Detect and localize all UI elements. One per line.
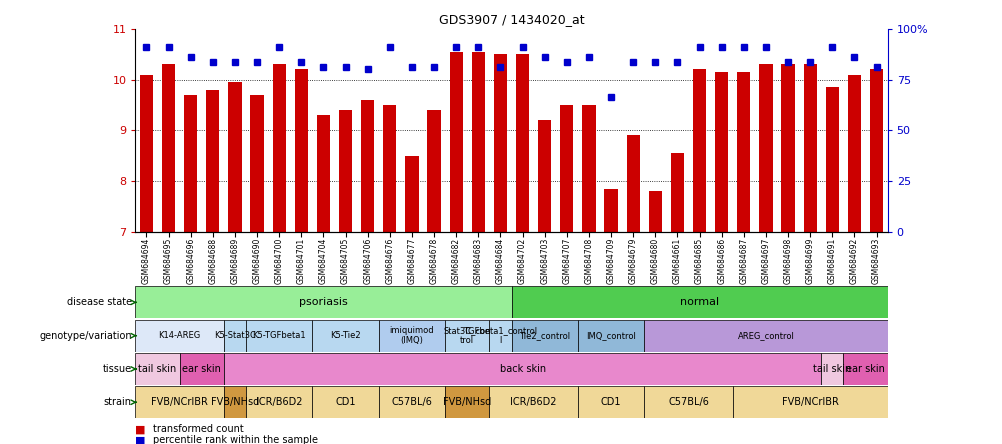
- Text: CD1: CD1: [335, 397, 356, 407]
- Text: ■: ■: [135, 424, 145, 434]
- Bar: [379, 320, 445, 352]
- Text: ■: ■: [135, 436, 145, 444]
- Bar: [317, 115, 330, 232]
- Text: back skin: back skin: [499, 364, 545, 374]
- Bar: [692, 69, 705, 232]
- Text: C57BL/6: C57BL/6: [667, 397, 708, 407]
- Text: K5-TGFbeta1: K5-TGFbeta1: [253, 331, 306, 340]
- Text: imiquimod
(IMQ): imiquimod (IMQ): [389, 326, 434, 345]
- Bar: [759, 64, 772, 232]
- Bar: [250, 95, 264, 232]
- Bar: [825, 87, 838, 232]
- Text: K14-AREG: K14-AREG: [158, 331, 200, 340]
- Bar: [493, 54, 507, 232]
- Bar: [821, 353, 843, 385]
- Bar: [626, 135, 639, 232]
- Bar: [383, 105, 396, 232]
- Text: AREG_control: AREG_control: [736, 331, 794, 340]
- Text: ICR/B6D2: ICR/B6D2: [256, 397, 303, 407]
- Bar: [223, 386, 245, 418]
- Text: tail skin: tail skin: [138, 364, 176, 374]
- Text: ear skin: ear skin: [846, 364, 884, 374]
- Bar: [511, 286, 887, 318]
- Bar: [732, 386, 887, 418]
- Bar: [577, 386, 643, 418]
- Bar: [179, 353, 223, 385]
- Bar: [379, 386, 445, 418]
- Bar: [643, 320, 887, 352]
- Bar: [489, 386, 577, 418]
- Text: ear skin: ear skin: [182, 364, 221, 374]
- Bar: [445, 320, 489, 352]
- Bar: [670, 153, 683, 232]
- Bar: [714, 72, 727, 232]
- Bar: [560, 105, 573, 232]
- Text: K5-Stat3C: K5-Stat3C: [213, 331, 256, 340]
- Bar: [843, 353, 887, 385]
- Text: FVB/NHsd: FVB/NHsd: [210, 397, 259, 407]
- Text: TGFbeta1_control
l: TGFbeta1_control l: [463, 326, 537, 345]
- Bar: [295, 69, 308, 232]
- Bar: [537, 120, 551, 232]
- Bar: [206, 90, 219, 232]
- Bar: [427, 110, 440, 232]
- Bar: [361, 100, 374, 232]
- Text: psoriasis: psoriasis: [299, 297, 348, 307]
- Bar: [312, 320, 379, 352]
- Text: transformed count: transformed count: [153, 424, 243, 434]
- Text: genotype/variation: genotype/variation: [39, 331, 131, 341]
- Bar: [604, 189, 617, 232]
- Text: FVB/NHsd: FVB/NHsd: [443, 397, 491, 407]
- Text: tissue: tissue: [102, 364, 131, 374]
- Bar: [184, 95, 197, 232]
- Text: strain: strain: [103, 397, 131, 407]
- Bar: [228, 82, 241, 232]
- Text: normal: normal: [679, 297, 718, 307]
- Bar: [223, 320, 245, 352]
- Bar: [515, 54, 529, 232]
- Bar: [736, 72, 749, 232]
- Bar: [847, 75, 861, 232]
- Text: Stat3C_con
trol: Stat3C_con trol: [443, 326, 491, 345]
- Bar: [643, 386, 732, 418]
- Bar: [405, 156, 418, 232]
- Bar: [445, 386, 489, 418]
- Text: Tie2_control: Tie2_control: [519, 331, 570, 340]
- Bar: [139, 75, 153, 232]
- Bar: [135, 320, 223, 352]
- Bar: [803, 64, 816, 232]
- Bar: [781, 64, 794, 232]
- Text: FVB/NCrIBR: FVB/NCrIBR: [781, 397, 838, 407]
- Text: FVB/NCrIBR: FVB/NCrIBR: [151, 397, 207, 407]
- Bar: [471, 52, 485, 232]
- Bar: [489, 320, 511, 352]
- Text: disease state: disease state: [66, 297, 131, 307]
- Bar: [511, 320, 577, 352]
- Bar: [577, 320, 643, 352]
- Bar: [245, 320, 312, 352]
- Text: tail skin: tail skin: [813, 364, 851, 374]
- Bar: [312, 386, 379, 418]
- Bar: [135, 286, 511, 318]
- Text: ICR/B6D2: ICR/B6D2: [510, 397, 556, 407]
- Bar: [449, 52, 462, 232]
- Bar: [582, 105, 595, 232]
- Text: K5-Tie2: K5-Tie2: [330, 331, 361, 340]
- Bar: [273, 64, 286, 232]
- Text: C57BL/6: C57BL/6: [391, 397, 432, 407]
- Bar: [869, 69, 883, 232]
- Bar: [135, 353, 179, 385]
- Title: GDS3907 / 1434020_at: GDS3907 / 1434020_at: [438, 13, 584, 26]
- Bar: [339, 110, 352, 232]
- Bar: [161, 64, 175, 232]
- Bar: [223, 353, 821, 385]
- Text: IMQ_control: IMQ_control: [585, 331, 635, 340]
- Text: percentile rank within the sample: percentile rank within the sample: [153, 436, 319, 444]
- Bar: [648, 191, 661, 232]
- Bar: [245, 386, 312, 418]
- Text: CD1: CD1: [600, 397, 620, 407]
- Bar: [135, 386, 223, 418]
